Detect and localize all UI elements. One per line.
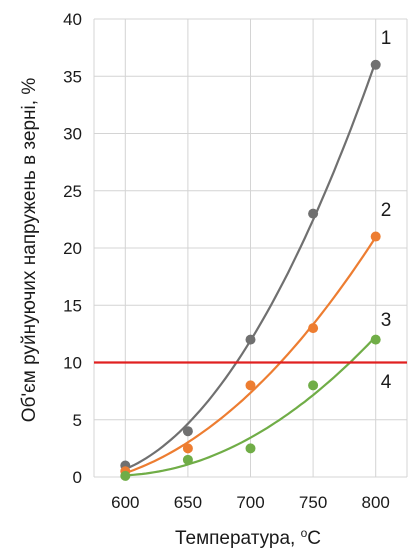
data-point xyxy=(245,380,256,391)
data-point xyxy=(370,231,381,242)
y-tick-label: 15 xyxy=(63,296,82,315)
series-label: 3 xyxy=(381,310,392,331)
trend-line xyxy=(124,236,377,475)
x-tick-label: 650 xyxy=(174,493,202,512)
series-labels: 1 2 3 4 xyxy=(381,28,392,393)
series-label: 1 xyxy=(381,28,392,49)
data-point xyxy=(308,208,319,219)
y-tick-label: 35 xyxy=(63,67,82,86)
grid xyxy=(93,18,408,478)
data-point xyxy=(370,59,381,70)
data-point xyxy=(370,334,381,345)
y-tick-label: 40 xyxy=(63,10,82,29)
data-point xyxy=(182,443,193,454)
y-tick-label: 30 xyxy=(63,125,82,144)
x-tick-label: 750 xyxy=(299,493,327,512)
x-tick-label: 700 xyxy=(236,493,264,512)
y-axis-title: Об'єм руйнуючих напружень в зерні, % xyxy=(19,78,40,423)
x-axis-title-main: Температура, xyxy=(175,528,301,549)
y-tick-label: 5 xyxy=(73,411,82,430)
y-tick-label: 10 xyxy=(63,354,82,373)
y-tick-label: 25 xyxy=(63,182,82,201)
y-tick-label: 0 xyxy=(73,468,82,487)
y-tick-labels: 0 5 10 15 20 25 30 35 40 xyxy=(63,10,82,487)
x-tick-label: 600 xyxy=(111,493,139,512)
data-point xyxy=(120,470,131,481)
y-tick-label: 20 xyxy=(63,239,82,258)
series-label: 2 xyxy=(381,200,392,221)
data-points xyxy=(120,59,381,481)
x-axis-title: Температура, oC xyxy=(175,526,321,549)
data-point xyxy=(308,323,319,334)
x-tick-label: 800 xyxy=(362,493,390,512)
data-point xyxy=(182,426,193,437)
x-tick-labels: 600 650 700 750 800 xyxy=(111,493,390,512)
x-axis-title-unit: C xyxy=(307,528,321,549)
x-axis-title-sup: o xyxy=(301,526,308,540)
trend-line xyxy=(125,335,377,477)
data-point xyxy=(245,334,256,345)
data-point xyxy=(182,454,193,465)
threshold-label: 4 xyxy=(381,372,392,393)
data-point xyxy=(308,380,319,391)
data-point xyxy=(245,443,256,454)
